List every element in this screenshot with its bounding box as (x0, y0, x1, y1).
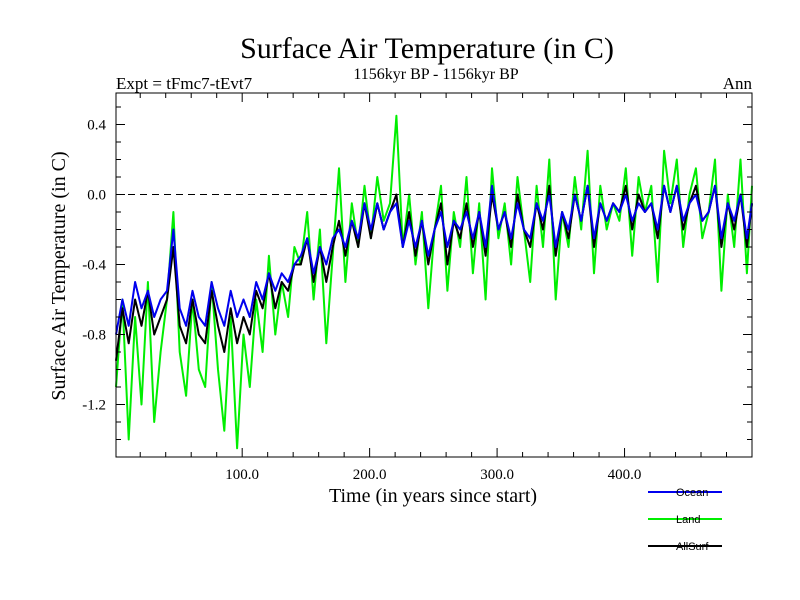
y-axis-title: Surface Air Temperature (in C) (48, 151, 70, 400)
y-tick-label: 0.4 (87, 118, 106, 134)
y-tick-label: -1.2 (82, 398, 106, 414)
x-tick-label: 100.0 (225, 467, 259, 483)
legend: Ocean Land AllSurf (648, 487, 722, 553)
expt-label: Expt = tFmc7-tEvt7 (116, 74, 253, 93)
x-axis-title: Time (in years since start) (329, 485, 537, 507)
series-group (115, 114, 753, 450)
y-tick-label: -0.4 (82, 258, 106, 274)
y-tick-label: 0.0 (87, 188, 106, 204)
x-tick-label: 300.0 (480, 467, 514, 483)
x-tick-label: 400.0 (608, 467, 642, 483)
tick-label-group: 100.0 200.0 300.0 400.0 0.4 0.0 -0.4 -0.8 -1.2 (82, 118, 641, 484)
x-tick-label: 200.0 (353, 467, 387, 483)
tick-group (116, 93, 752, 457)
period-label: Ann (723, 74, 753, 93)
legend-label-land: Land (676, 514, 700, 526)
plot-frame (115, 92, 753, 458)
series-line-ocean (115, 184, 753, 335)
legend-label-allsurf: AllSurf (676, 541, 709, 553)
y-tick-label: -0.8 (82, 328, 106, 344)
chart-title: Surface Air Temperature (in C) (240, 32, 614, 65)
legend-label-ocean: Ocean (676, 487, 708, 499)
chart-subtitle: 1156kyr BP - 1156kyr BP (353, 66, 518, 83)
